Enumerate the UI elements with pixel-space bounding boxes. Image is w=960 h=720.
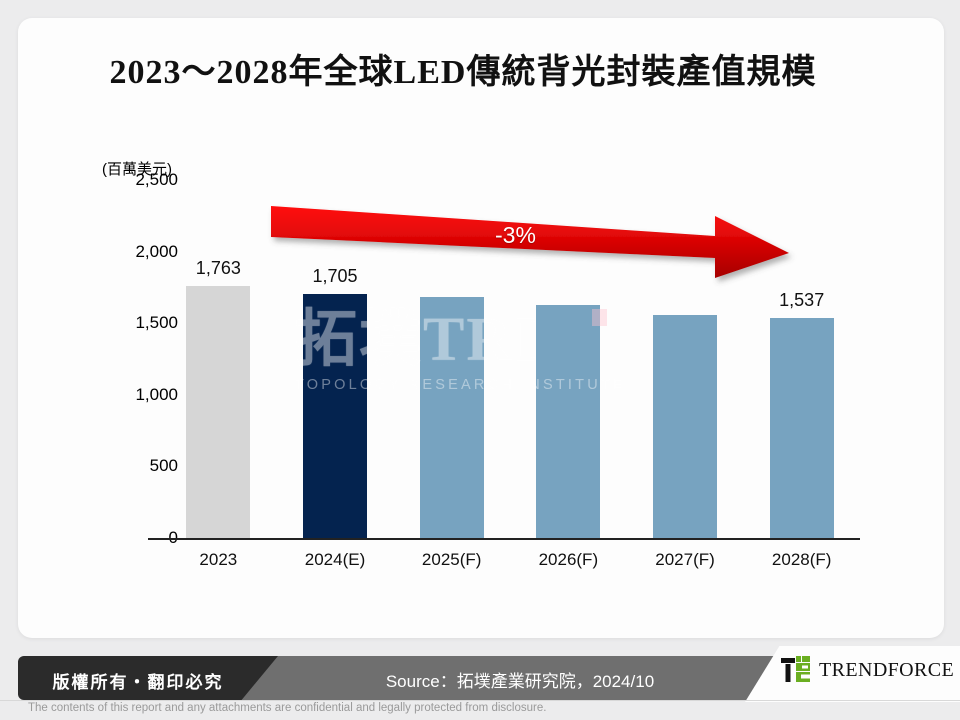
chart-bar[interactable]: 2026(F): [536, 304, 601, 569]
footer-divider: [0, 700, 960, 701]
x-axis-tick-label: 2026(F): [538, 550, 599, 569]
chart-bar[interactable]: 2027(F): [653, 314, 718, 569]
bar-value-label: 1,763: [195, 257, 241, 278]
y-axis-tick-label: 1,500: [135, 313, 178, 333]
x-axis-tick-label: 2028(F): [771, 550, 832, 569]
chart-bar[interactable]: 1,705 2024(E): [303, 266, 367, 569]
source-label: Source：拓墣產業研究院，2024/10: [385, 672, 655, 691]
brand-logo: TRENDFORCE: [745, 646, 960, 702]
bar-value-label: 1,705: [312, 265, 358, 286]
y-axis-tick-label: 1,000: [135, 384, 178, 404]
bar-slot: 1,763 2023: [160, 180, 277, 569]
x-axis-tick-label: 2027(F): [655, 550, 715, 569]
x-axis-line: [148, 538, 860, 540]
x-axis-tick-label: 2023: [199, 550, 238, 569]
y-axis-tick-label: 500: [149, 456, 178, 476]
y-axis-tick-label: 0: [88, 528, 178, 548]
chart-bar[interactable]: 1,763 2023: [186, 258, 251, 569]
copyright-label: 版權所有‧翻印必究: [52, 673, 224, 692]
chart-bar[interactable]: 2025(F): [419, 297, 484, 569]
bar-slot: 1,537 2028(F): [743, 180, 860, 569]
bar-slot: 2025(F): [393, 180, 510, 569]
chart-bar[interactable]: 1,537 2028(F): [769, 290, 834, 569]
trendforce-mark-icon: [781, 656, 810, 682]
slide-footer: 版權所有‧翻印必究 Source：拓墣產業研究院，2024/10 TRENDFO…: [0, 646, 960, 720]
bar-slot: 2026(F): [510, 180, 627, 569]
y-axis-tick-label: 2,000: [135, 241, 178, 261]
x-axis-tick-label: 2025(F): [421, 550, 482, 569]
copyright-tab: [18, 656, 278, 700]
bar-value-label: 1,537: [779, 289, 825, 310]
y-axis-tick-label: 2,500: [135, 170, 178, 189]
x-axis-tick-label: 2024(E): [304, 550, 366, 569]
brand-logo-text: TRENDFORCE: [819, 658, 955, 681]
bar-slot: 2027(F): [627, 180, 744, 569]
bar-slot: 1,705 2024(E): [277, 180, 394, 569]
y-axis-unit-label: (百萬美元): [102, 161, 172, 178]
disclaimer-text: The contents of this report and any atta…: [28, 702, 547, 714]
page-title: 2023～2028年全球LED傳統背光封裝產值規模: [109, 54, 817, 91]
bar-series: 1,763 2023 1,705 2024(E) 2025(F) 2026(F) 2027(…: [160, 180, 860, 569]
